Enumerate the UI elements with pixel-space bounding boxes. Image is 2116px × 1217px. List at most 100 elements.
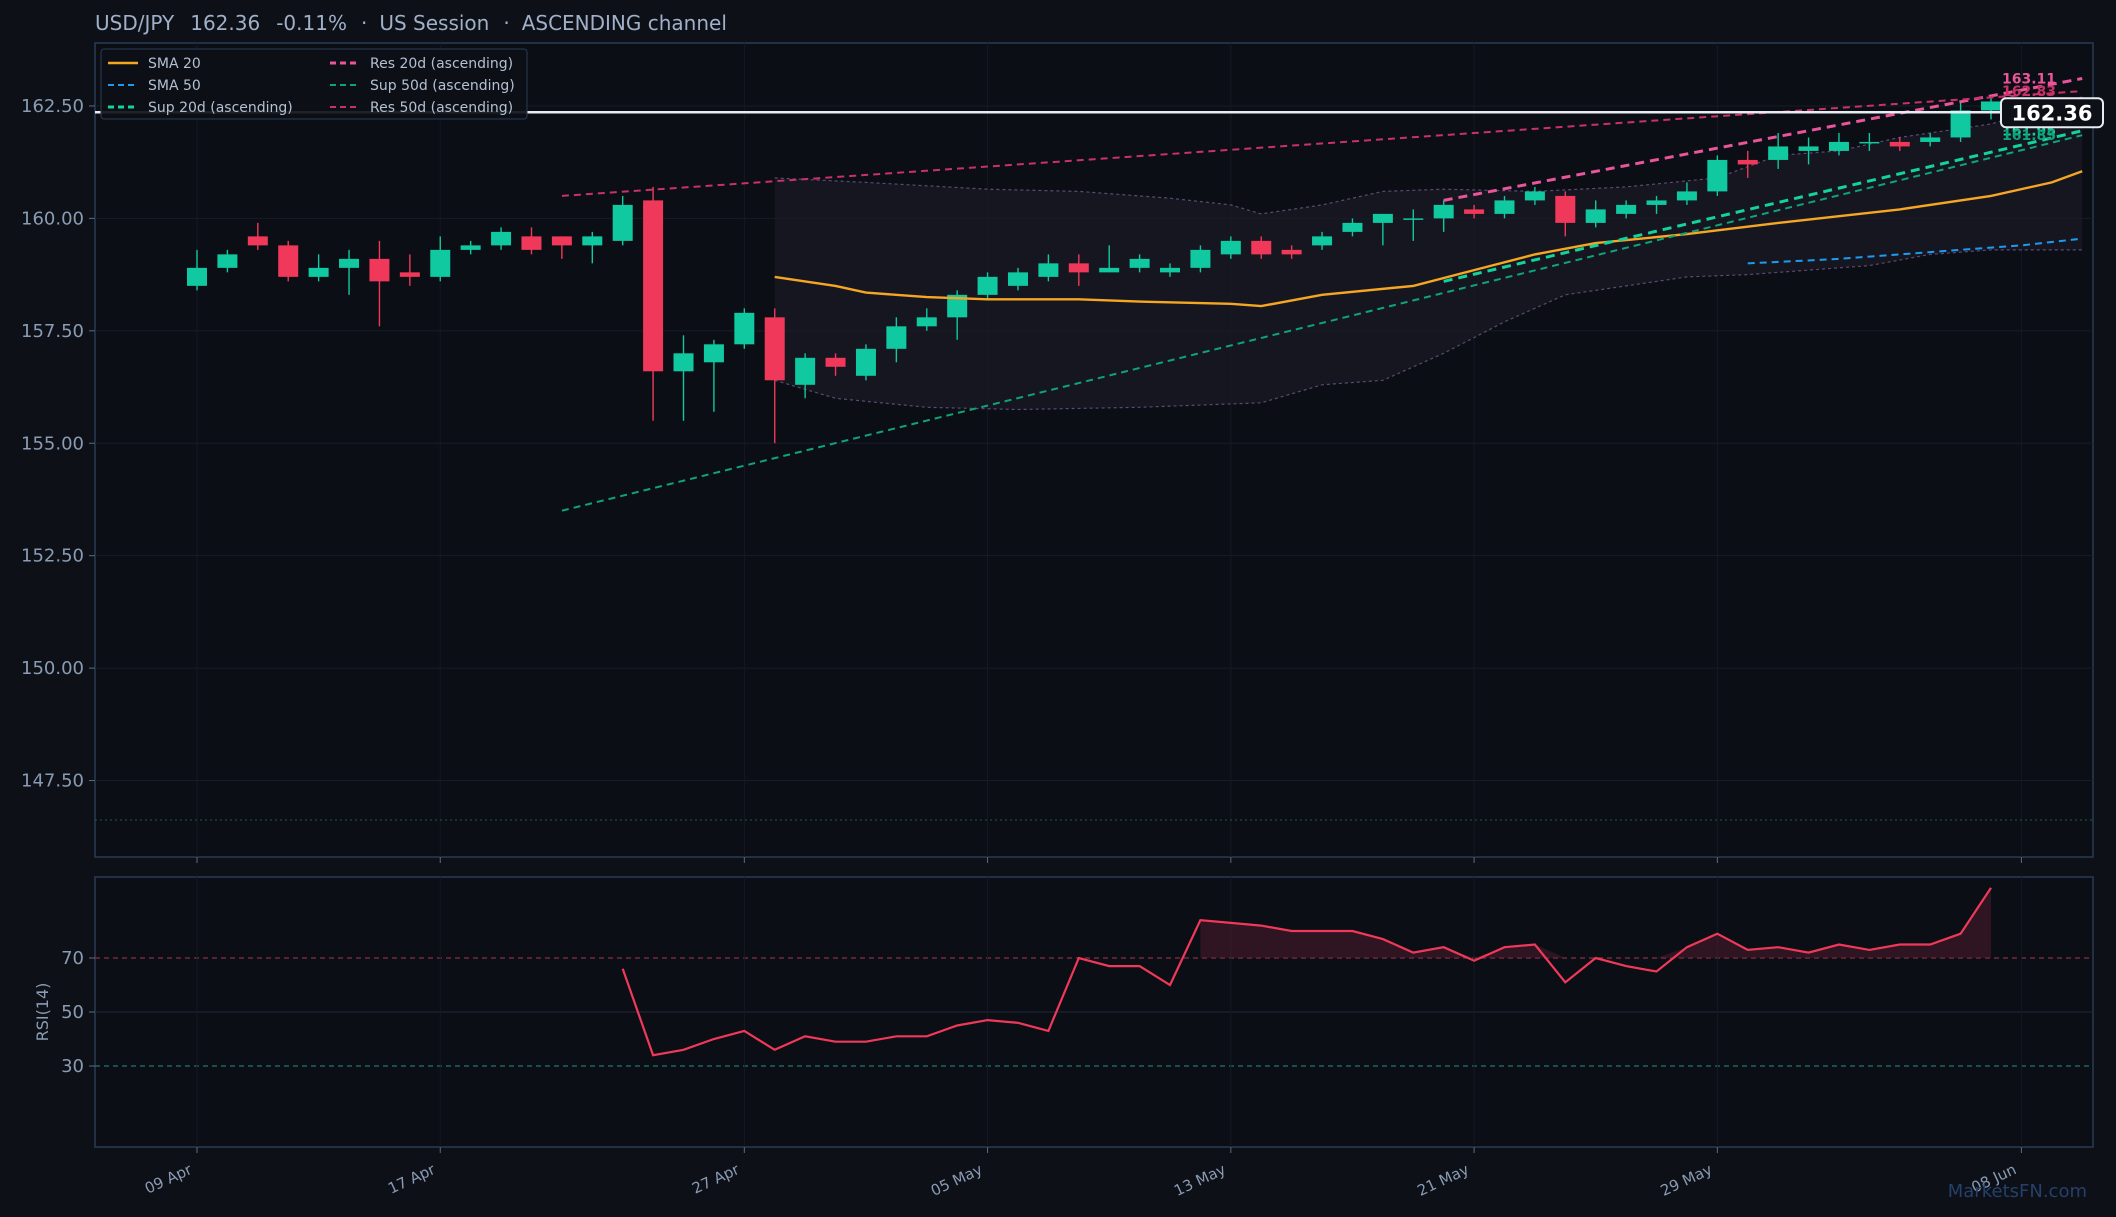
- candle: [1828, 132, 1849, 156]
- candle: [187, 249, 207, 291]
- candle: [1676, 182, 1697, 205]
- candle-body: [1190, 249, 1211, 268]
- price-axis: 147.50 150.00 152.50 155.00 157.50 160.00 162.…: [21, 96, 95, 792]
- legend-label: Res 50d (ascending): [370, 100, 513, 116]
- candle-body: [643, 200, 664, 372]
- candle: [795, 353, 816, 399]
- candle-body: [1281, 249, 1302, 255]
- legend-box: [100, 48, 528, 120]
- candle-body: [947, 294, 968, 318]
- candle: [1007, 267, 1028, 291]
- legend-item: SMA 50: [108, 78, 201, 94]
- candle: [339, 249, 360, 295]
- rsi-plot: [621, 887, 1992, 1057]
- candle: [703, 339, 724, 412]
- candle-body: [308, 267, 329, 277]
- bollinger-fill: [774, 97, 2083, 410]
- candle: [1616, 200, 1637, 219]
- candle: [1859, 132, 1880, 151]
- rsi-line: [621, 887, 1992, 1057]
- candle-body: [1737, 159, 1758, 165]
- candle: [430, 236, 451, 282]
- candle-body: [1707, 159, 1728, 192]
- candle-body: [1950, 110, 1971, 138]
- indicator-line: [1747, 237, 2083, 265]
- candle-body: [1889, 141, 1910, 147]
- rsi-y-tick-label: 50: [61, 1002, 84, 1023]
- bollinger-lower: [774, 249, 2083, 411]
- candle: [1403, 209, 1424, 241]
- legend-label: Sup 20d (ascending): [148, 100, 293, 116]
- candle-body: [1312, 236, 1333, 246]
- title-sep-2: ·: [503, 11, 509, 35]
- legend-item: Res 20d (ascending): [330, 56, 513, 72]
- candle-body: [582, 236, 603, 246]
- y-tick-label: 150.00: [21, 658, 84, 679]
- legend-item: Res 50d (ascending): [330, 100, 513, 116]
- level-label: 161.85: [2002, 128, 2056, 144]
- indicator-line: [774, 170, 2083, 308]
- title-price: 162.36: [190, 11, 260, 35]
- candle-body: [977, 276, 998, 295]
- watermark: MarketsFN.com: [1948, 1181, 2087, 1202]
- candle: [612, 195, 633, 246]
- candle: [1981, 96, 2001, 120]
- rsi-overbought-fill: [1200, 887, 1991, 958]
- legend: SMA 20 SMA 50 Sup 20d (ascending) Res 20d (…: [100, 48, 528, 120]
- legend-item: Sup 50d (ascending): [330, 78, 515, 94]
- candle: [217, 249, 238, 273]
- candle-body: [1372, 213, 1393, 223]
- rsi-axis: 30 50 70: [61, 948, 95, 1077]
- candle-body: [217, 254, 238, 268]
- candle: [673, 335, 694, 421]
- title-symbol: USD/JPY: [95, 11, 175, 35]
- candle: [1646, 195, 1667, 214]
- candle-body: [1099, 267, 1120, 273]
- candle-body: [1981, 101, 2001, 111]
- title-change: -0.11%: [276, 11, 347, 35]
- y-tick-label: 160.00: [21, 208, 84, 229]
- candle: [1950, 101, 1971, 142]
- y-tick-label: 157.50: [21, 321, 84, 342]
- candle: [1038, 254, 1059, 282]
- candle: [1768, 132, 1789, 169]
- candle-body: [886, 326, 907, 349]
- candle-body: [1828, 141, 1849, 151]
- candle: [1494, 195, 1515, 219]
- indicator-line: [561, 134, 2083, 512]
- legend-item: Sup 20d (ascending): [108, 100, 293, 116]
- candle-body: [1160, 267, 1181, 273]
- candle-body: [1007, 272, 1028, 286]
- candle-body: [1038, 263, 1059, 277]
- candle: [1737, 150, 1758, 178]
- candle: [1707, 155, 1728, 196]
- candle: [1585, 200, 1606, 228]
- rsi-y-tick-label: 70: [61, 948, 84, 969]
- candle-body: [1585, 209, 1606, 223]
- candle: [1464, 204, 1485, 219]
- candle-body: [916, 317, 937, 327]
- candle: [1920, 132, 1941, 147]
- candle-body: [1251, 240, 1272, 255]
- candle: [278, 240, 299, 282]
- candle-body: [1920, 137, 1941, 142]
- candle-body: [612, 204, 633, 241]
- candle-body: [430, 249, 451, 277]
- candle: [460, 240, 481, 255]
- candle: [1342, 218, 1363, 237]
- candle: [1281, 245, 1302, 259]
- candle-body: [795, 357, 816, 385]
- candle-body: [1342, 222, 1363, 232]
- title-session: US Session: [379, 11, 489, 35]
- candle-body: [673, 353, 694, 372]
- candle-body: [1859, 141, 1880, 144]
- last-price-label: 162.36: [2011, 101, 2092, 125]
- candle: [977, 272, 998, 300]
- candle-body: [187, 267, 207, 286]
- y-tick-label: 155.00: [21, 433, 84, 454]
- candle-body: [764, 317, 785, 381]
- legend-label: Sup 50d (ascending): [370, 78, 515, 94]
- legend-label: Res 20d (ascending): [370, 56, 513, 72]
- candle-body: [1129, 258, 1150, 268]
